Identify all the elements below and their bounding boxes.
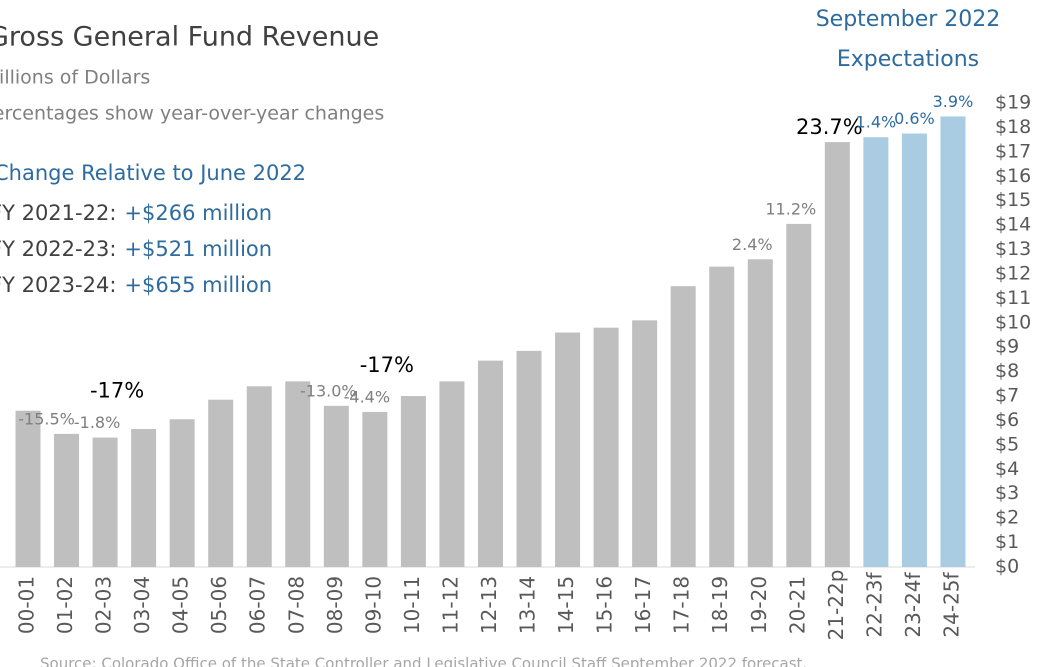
y-tick-label: $6	[995, 409, 1019, 431]
x-tick-label: 02-03	[92, 576, 116, 634]
y-tick-label: $11	[995, 287, 1031, 309]
y-tick-label: $0	[995, 556, 1019, 578]
annotation: 2.4%	[732, 235, 773, 254]
annotation: 3.9%	[933, 92, 974, 111]
bar	[362, 411, 388, 567]
y-tick-label: $14	[995, 214, 1031, 236]
bar	[824, 142, 850, 568]
bar	[670, 286, 696, 567]
x-tick-label: 15-16	[593, 576, 617, 634]
change-line: FY 2021-22: +$266 million	[0, 201, 272, 225]
bar	[208, 399, 234, 567]
y-tick-label: $13	[995, 238, 1031, 260]
y-tick-label: $15	[995, 189, 1031, 211]
x-tick-label: 24-25f	[939, 571, 963, 637]
y-tick-label: $16	[995, 165, 1031, 187]
change-heading: Change Relative to June 2022	[0, 161, 306, 185]
subtitle: Billions of Dollars	[0, 67, 150, 89]
annotation: -15.5%	[18, 409, 75, 428]
change-label: FY 2021-22:	[0, 201, 116, 225]
y-tick-label: $19	[995, 92, 1031, 114]
x-tick-label: 05-06	[207, 576, 231, 634]
x-tick-label: 19-20	[747, 576, 771, 634]
x-tick-label: 16-17	[631, 576, 655, 634]
change-value: +$521 million	[124, 237, 272, 261]
bar	[54, 433, 80, 567]
annotation: 0.6%	[894, 109, 935, 128]
x-tick-label: 11-12	[438, 576, 462, 634]
x-tick-label: 23-24f	[901, 571, 925, 637]
bar	[169, 419, 195, 567]
x-tick-label: 17-18	[670, 576, 694, 634]
change-label: FY 2022-23:	[0, 237, 116, 261]
bar	[632, 320, 658, 567]
bar	[92, 437, 118, 567]
annotation: 1.4%	[856, 113, 897, 132]
bar	[940, 116, 966, 567]
x-tick-label: 09-10	[361, 576, 385, 634]
y-tick-label: $17	[995, 140, 1031, 162]
bar	[285, 381, 311, 567]
forecast-heading: September 2022	[816, 7, 1001, 32]
y-tick-label: $4	[995, 458, 1019, 480]
x-tick-label: 20-21	[785, 576, 809, 634]
annotation: -13.0%	[300, 381, 357, 400]
x-tick-label: 13-14	[516, 576, 540, 634]
bar	[555, 332, 581, 567]
x-tick-label: 03-04	[130, 576, 154, 634]
y-tick-label: $2	[995, 507, 1019, 529]
y-tick-label: $5	[995, 433, 1019, 455]
bar	[400, 396, 426, 567]
x-tick-label: 01-02	[53, 576, 77, 634]
x-tick-label: 12-13	[477, 576, 501, 634]
bar	[863, 137, 889, 568]
annotation: -17%	[360, 353, 414, 377]
y-tick-label: $12	[995, 262, 1031, 284]
bar	[747, 259, 773, 567]
x-tick-label: 22-23f	[862, 571, 886, 637]
chart-title: Gross General Fund Revenue	[0, 22, 379, 53]
y-tick-label: $8	[995, 360, 1019, 382]
change-value: +$266 million	[124, 201, 272, 225]
x-tick-label: 00-01	[15, 576, 39, 634]
y-tick-label: $10	[995, 311, 1031, 333]
x-tick-label: 08-09	[323, 576, 347, 634]
x-tick-label: 14-15	[554, 576, 578, 634]
source: Source: Colorado Office of the State Con…	[40, 655, 807, 667]
change-label: FY 2023-24:	[0, 273, 116, 297]
x-tick-label: 07-08	[284, 576, 308, 634]
x-tick-label: 18-19	[708, 576, 732, 634]
x-tick-label: 06-07	[246, 576, 270, 634]
annotation: -1.8%	[74, 413, 120, 432]
annotation: 23.7%	[796, 115, 863, 139]
change-line: FY 2023-24: +$655 million	[0, 273, 272, 297]
bar	[15, 410, 41, 567]
change-value: +$655 million	[124, 273, 272, 297]
y-tick-label: $9	[995, 336, 1019, 358]
bar	[439, 381, 465, 567]
bar	[516, 350, 542, 567]
bar	[709, 266, 735, 567]
note: Percentages show year-over-year changes	[0, 103, 384, 125]
annotation: 11.2%	[765, 199, 816, 218]
annotation: -17%	[90, 379, 144, 403]
y-tick-label: $3	[995, 482, 1019, 504]
bar	[786, 223, 812, 567]
bar	[593, 327, 619, 567]
x-tick-label: 10-11	[400, 576, 424, 634]
bar	[246, 386, 272, 567]
y-tick-label: $18	[995, 116, 1031, 138]
y-tick-label: $1	[995, 531, 1019, 553]
bar	[131, 429, 157, 567]
y-tick-label: $7	[995, 385, 1019, 407]
bar	[901, 133, 927, 568]
x-tick-label: 21-22p	[824, 570, 848, 641]
x-tick-label: 04-05	[169, 576, 193, 634]
bar	[323, 405, 349, 567]
forecast-heading: Expectations	[837, 47, 979, 72]
annotation: -4.4%	[344, 387, 390, 406]
bar	[477, 360, 503, 567]
change-line: FY 2022-23: +$521 million	[0, 237, 272, 261]
